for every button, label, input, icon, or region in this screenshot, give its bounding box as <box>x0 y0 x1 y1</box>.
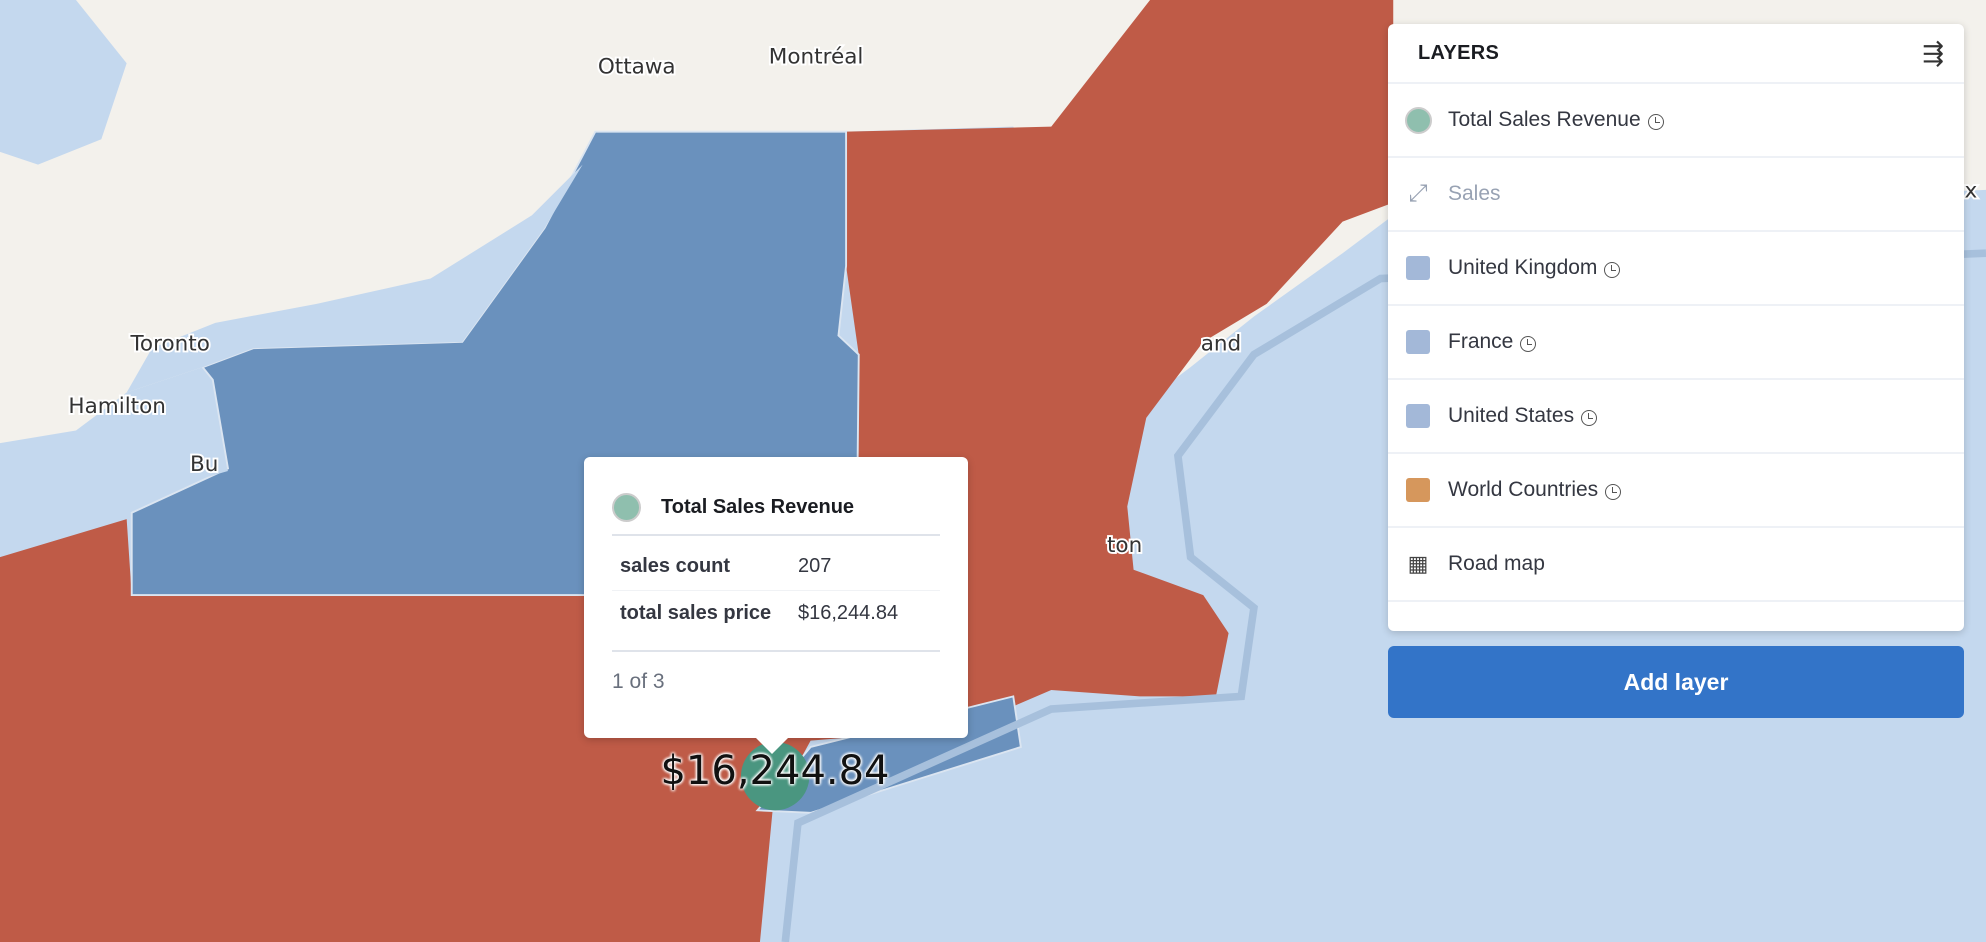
table-row: total sales price $16,244.84 <box>612 590 940 636</box>
map-label-partial: ton <box>1107 533 1142 558</box>
sales-point-marker[interactable] <box>740 741 810 811</box>
layer-item-sales[interactable]: ⤢ Sales <box>1388 158 1964 232</box>
panel-title: LAYERS <box>1418 41 1500 64</box>
feature-tooltip: Total Sales Revenue sales count 207 total… <box>584 457 968 754</box>
layer-label: France <box>1448 330 1514 353</box>
map-label-partial: and <box>1201 332 1241 357</box>
divider <box>612 650 940 652</box>
property-value: 207 <box>790 544 940 591</box>
layer-label: Road map <box>1448 552 1545 575</box>
layer-label: Sales <box>1448 182 1501 205</box>
tooltip-title: Total Sales Revenue <box>661 496 855 518</box>
clock-icon <box>1605 484 1622 500</box>
tooltip-properties: sales count 207 total sales price $16,244.… <box>612 544 940 636</box>
grid-icon: ▦ <box>1407 551 1429 576</box>
layer-item-france[interactable]: France <box>1388 306 1964 380</box>
table-row: sales count 207 <box>612 544 940 591</box>
tooltip-pager: 1 of 3 <box>612 670 665 693</box>
lake-ontario <box>126 164 583 393</box>
add-layer-button[interactable]: Add layer <box>1388 646 1964 718</box>
layer-label: United States <box>1448 404 1575 427</box>
map-label-hamilton: Hamilton <box>68 394 166 419</box>
map-label-montreal: Montréal <box>769 44 864 69</box>
property-value: $16,244.84 <box>798 601 899 624</box>
lake-erie <box>0 458 228 522</box>
clock-icon <box>1520 336 1537 352</box>
layer-label: World Countries <box>1448 478 1599 501</box>
layer-label: United Kingdom <box>1448 256 1598 279</box>
map-label-buffalo: Bu <box>190 452 218 477</box>
collapse-right-icon[interactable]: ⇶ <box>1922 37 1944 68</box>
map-label-toronto: Toronto <box>129 332 209 357</box>
property-key: sales count <box>612 544 790 591</box>
layer-item-total-sales-revenue[interactable]: Total Sales Revenue <box>1388 84 1964 158</box>
divider <box>612 534 940 536</box>
layer-item-united-kingdom[interactable]: United Kingdom <box>1388 232 1964 306</box>
layer-item-united-states[interactable]: United States <box>1388 380 1964 454</box>
coastline-buffer <box>781 249 1986 942</box>
circle-icon <box>1404 106 1432 134</box>
layer-color-circle-icon <box>612 493 641 522</box>
layers-panel: LAYERS ⇶ Total Sales Revenue ⤢ Sales Uni… <box>1388 24 1964 631</box>
square-icon <box>1406 256 1430 280</box>
region-us-states <box>0 0 1394 942</box>
square-icon <box>1406 330 1430 354</box>
point-value-label: $16,244.84 <box>660 748 890 794</box>
square-icon <box>1406 478 1430 502</box>
square-icon <box>1406 404 1430 428</box>
clock-icon <box>1647 114 1664 130</box>
layer-item-world-countries[interactable]: World Countries <box>1388 454 1964 528</box>
map-label-partial: x <box>1964 179 1977 204</box>
clock-icon <box>1604 262 1621 278</box>
property-key: total sales price <box>620 601 772 624</box>
layer-label: Total Sales Revenue <box>1448 108 1641 131</box>
map-label-ottawa: Ottawa <box>598 54 676 79</box>
clock-icon <box>1581 410 1598 426</box>
layer-item-road-map[interactable]: ▦ Road map <box>1388 528 1964 602</box>
expand-arrows-icon: ⤢ <box>1408 180 1428 207</box>
